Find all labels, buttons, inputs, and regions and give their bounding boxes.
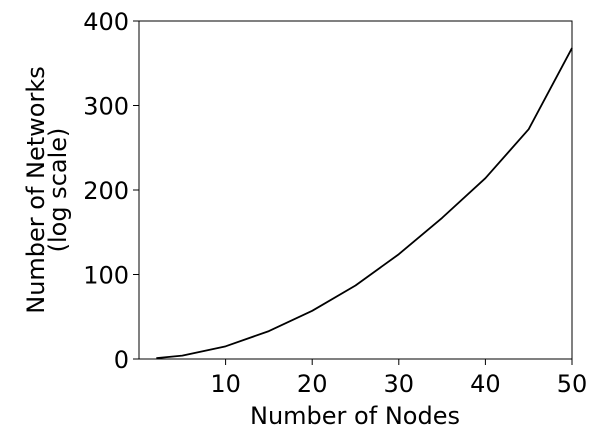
y-tick-label: 400 bbox=[83, 8, 129, 36]
x-tick-label: 20 bbox=[297, 370, 328, 398]
axis-ticks: 10 20 30 40 50 0 100 200 300 400 bbox=[83, 8, 587, 398]
y-tick-label: 100 bbox=[83, 262, 129, 290]
x-tick-label: 50 bbox=[557, 370, 588, 398]
plot-frame bbox=[138, 20, 573, 360]
y-axis-label-line2: (log scale) bbox=[44, 128, 72, 253]
x-tick-label: 40 bbox=[470, 370, 501, 398]
y-tick-label: 0 bbox=[114, 346, 129, 374]
y-tick-label: 200 bbox=[83, 177, 129, 205]
y-axis-label-line1: Number of Networks bbox=[22, 66, 50, 314]
x-tick-label: 10 bbox=[210, 370, 241, 398]
series-line bbox=[156, 47, 573, 360]
x-tick-label: 30 bbox=[384, 370, 415, 398]
plot-area bbox=[156, 47, 573, 360]
y-axis-label: Number of Networks (log scale) bbox=[22, 66, 72, 314]
y-tick-label: 300 bbox=[83, 93, 129, 121]
x-axis-label: Number of Nodes bbox=[250, 402, 460, 430]
